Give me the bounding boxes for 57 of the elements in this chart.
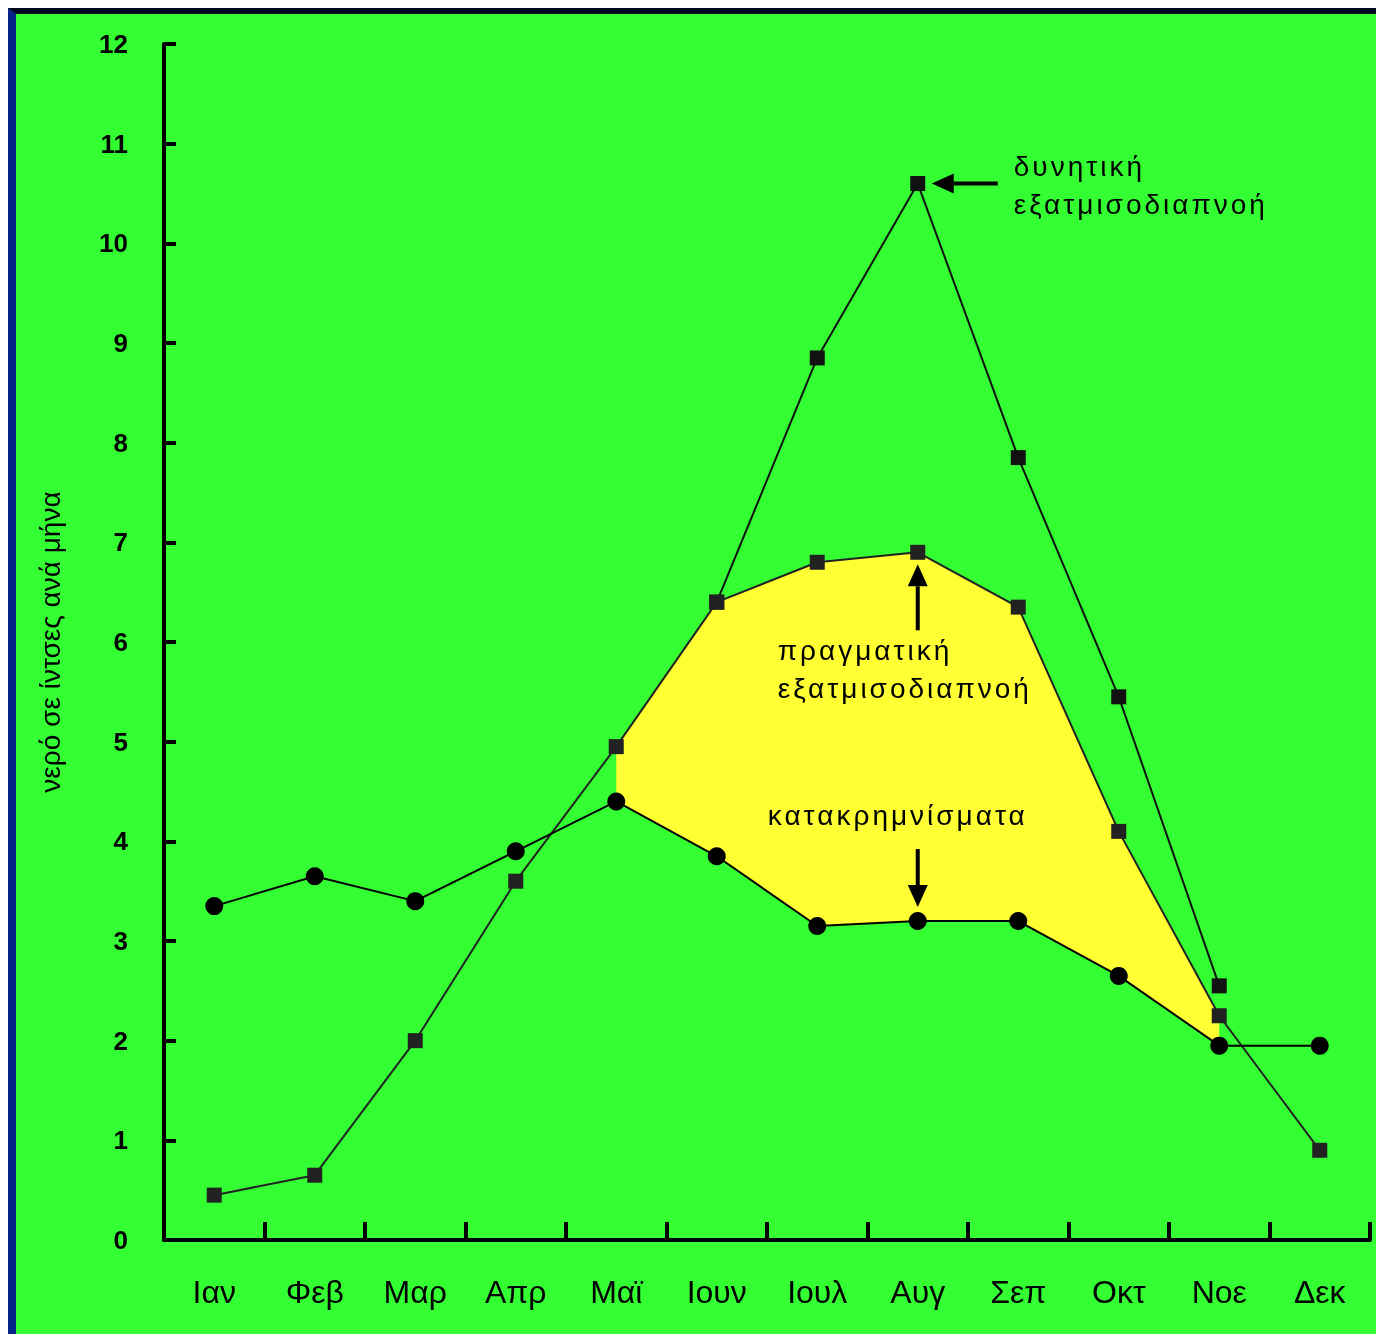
point <box>508 873 524 889</box>
x-tick-label: Σεπ <box>990 1274 1047 1310</box>
y-tick-label: 0 <box>113 1225 128 1255</box>
point <box>910 544 926 560</box>
point <box>1009 912 1028 931</box>
point <box>506 842 525 861</box>
y-tick-label: 12 <box>99 29 128 59</box>
x-tick-label: Οκτ <box>1091 1274 1146 1310</box>
point <box>910 176 926 192</box>
x-tick-label: Ιουλ <box>787 1274 848 1310</box>
point <box>307 1167 323 1183</box>
point <box>1010 450 1026 466</box>
y-tick-label: 5 <box>113 726 128 757</box>
y-tick-label: 10 <box>99 228 128 259</box>
point <box>1109 966 1128 985</box>
x-tick-label: Απρ <box>484 1274 547 1310</box>
point <box>1310 1036 1329 1055</box>
point <box>205 897 224 916</box>
x-tick-label: Μαϊ <box>590 1274 644 1310</box>
point <box>808 917 827 936</box>
point <box>809 350 825 366</box>
y-tick-label: 6 <box>113 627 128 657</box>
annotation: δυνητική εξατμισοδιαπνοή <box>1013 150 1268 220</box>
point <box>1210 1036 1229 1055</box>
point <box>1111 689 1127 705</box>
point <box>607 792 626 811</box>
point <box>1211 1008 1227 1024</box>
point <box>809 554 825 570</box>
y-tick-label: 9 <box>113 328 128 358</box>
y-axis-title: νερό σε ίντσες ανά μήνα <box>34 491 66 793</box>
x-tick-label: Αυγ <box>890 1274 946 1310</box>
y-tick-label: 7 <box>113 527 128 558</box>
y-tick-label: 2 <box>113 1025 128 1056</box>
x-tick-label: Δεκ <box>1293 1274 1347 1310</box>
y-tick-label: 1 <box>113 1125 128 1156</box>
point <box>1312 1142 1328 1158</box>
point <box>908 912 927 931</box>
x-tick-label: Φεβ <box>285 1274 344 1310</box>
x-tick-label: Ιαν <box>192 1274 236 1310</box>
point <box>1211 978 1227 994</box>
annotation: πραγματική εξατμισοδιαπνοή <box>777 635 1032 705</box>
point <box>206 1187 222 1203</box>
x-tick-label: Νοε <box>1191 1274 1247 1310</box>
y-tick-label: 4 <box>113 826 129 857</box>
point <box>707 847 726 866</box>
point <box>608 739 624 755</box>
annotation: κατακρημνίσματα <box>767 800 1028 832</box>
y-tick-label: 8 <box>113 427 128 458</box>
x-tick-label: Ιουν <box>686 1274 747 1310</box>
y-tick-label: 3 <box>113 926 128 956</box>
y-tick-label: 11 <box>100 128 128 159</box>
point <box>407 1033 423 1049</box>
point <box>406 892 425 911</box>
point <box>305 867 324 886</box>
x-tick-label: Μαρ <box>383 1274 447 1310</box>
point <box>1111 823 1127 839</box>
point <box>1010 599 1026 615</box>
